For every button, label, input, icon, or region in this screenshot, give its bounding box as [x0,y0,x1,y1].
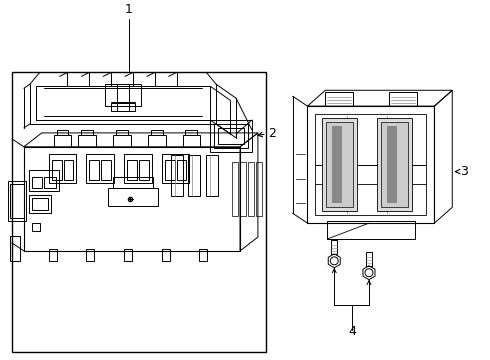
Bar [210,120,252,152]
Bar [189,155,200,196]
Bar [387,126,397,203]
Bar [389,92,416,106]
Bar [32,176,42,188]
Bar [366,252,372,266]
Bar [165,160,174,180]
Bar [29,195,50,213]
Bar [111,103,135,111]
Bar [206,155,218,196]
Bar [139,160,149,180]
Bar [49,154,76,184]
Bar [256,162,262,216]
Bar [51,160,62,180]
Bar [248,162,254,216]
Bar [214,124,248,148]
Bar [171,155,182,196]
Bar [186,130,197,135]
Bar [10,236,20,261]
Bar [381,122,408,207]
Bar [151,130,163,135]
Bar [81,130,93,135]
Bar [182,135,200,147]
Bar [32,223,40,231]
Bar [56,130,69,135]
Bar [116,130,128,135]
Bar [124,154,152,184]
Bar [127,160,137,180]
Bar [78,135,96,147]
Text: 3: 3 [460,165,468,178]
Text: 1: 1 [125,3,133,16]
Bar [101,160,111,180]
Bar [327,221,415,239]
Bar [53,135,72,147]
Bar [49,249,56,261]
Bar [218,128,244,144]
Bar [86,154,114,184]
Bar [162,249,170,261]
Bar [176,160,187,180]
Bar [89,160,99,180]
Bar [12,72,266,352]
Bar [24,147,240,251]
Bar [322,118,357,211]
Bar [8,181,26,221]
Bar [44,176,55,188]
Bar [332,126,342,203]
Bar [29,170,59,192]
Bar [113,135,131,147]
Bar [316,114,426,215]
Bar [326,122,353,207]
Bar [199,249,207,261]
Bar [162,154,190,184]
Bar [86,249,94,261]
Bar [240,162,246,216]
Bar [124,249,132,261]
Bar [108,188,158,206]
Bar [308,106,435,223]
Bar [232,162,238,216]
Bar [64,160,74,180]
Text: 4: 4 [348,325,356,338]
Bar [331,240,337,254]
Bar [10,184,24,218]
Bar [148,135,166,147]
Bar [325,92,353,106]
Bar [113,176,153,188]
Bar [377,118,412,211]
Bar [32,198,48,210]
Text: 2: 2 [268,127,276,140]
Bar [105,84,141,106]
